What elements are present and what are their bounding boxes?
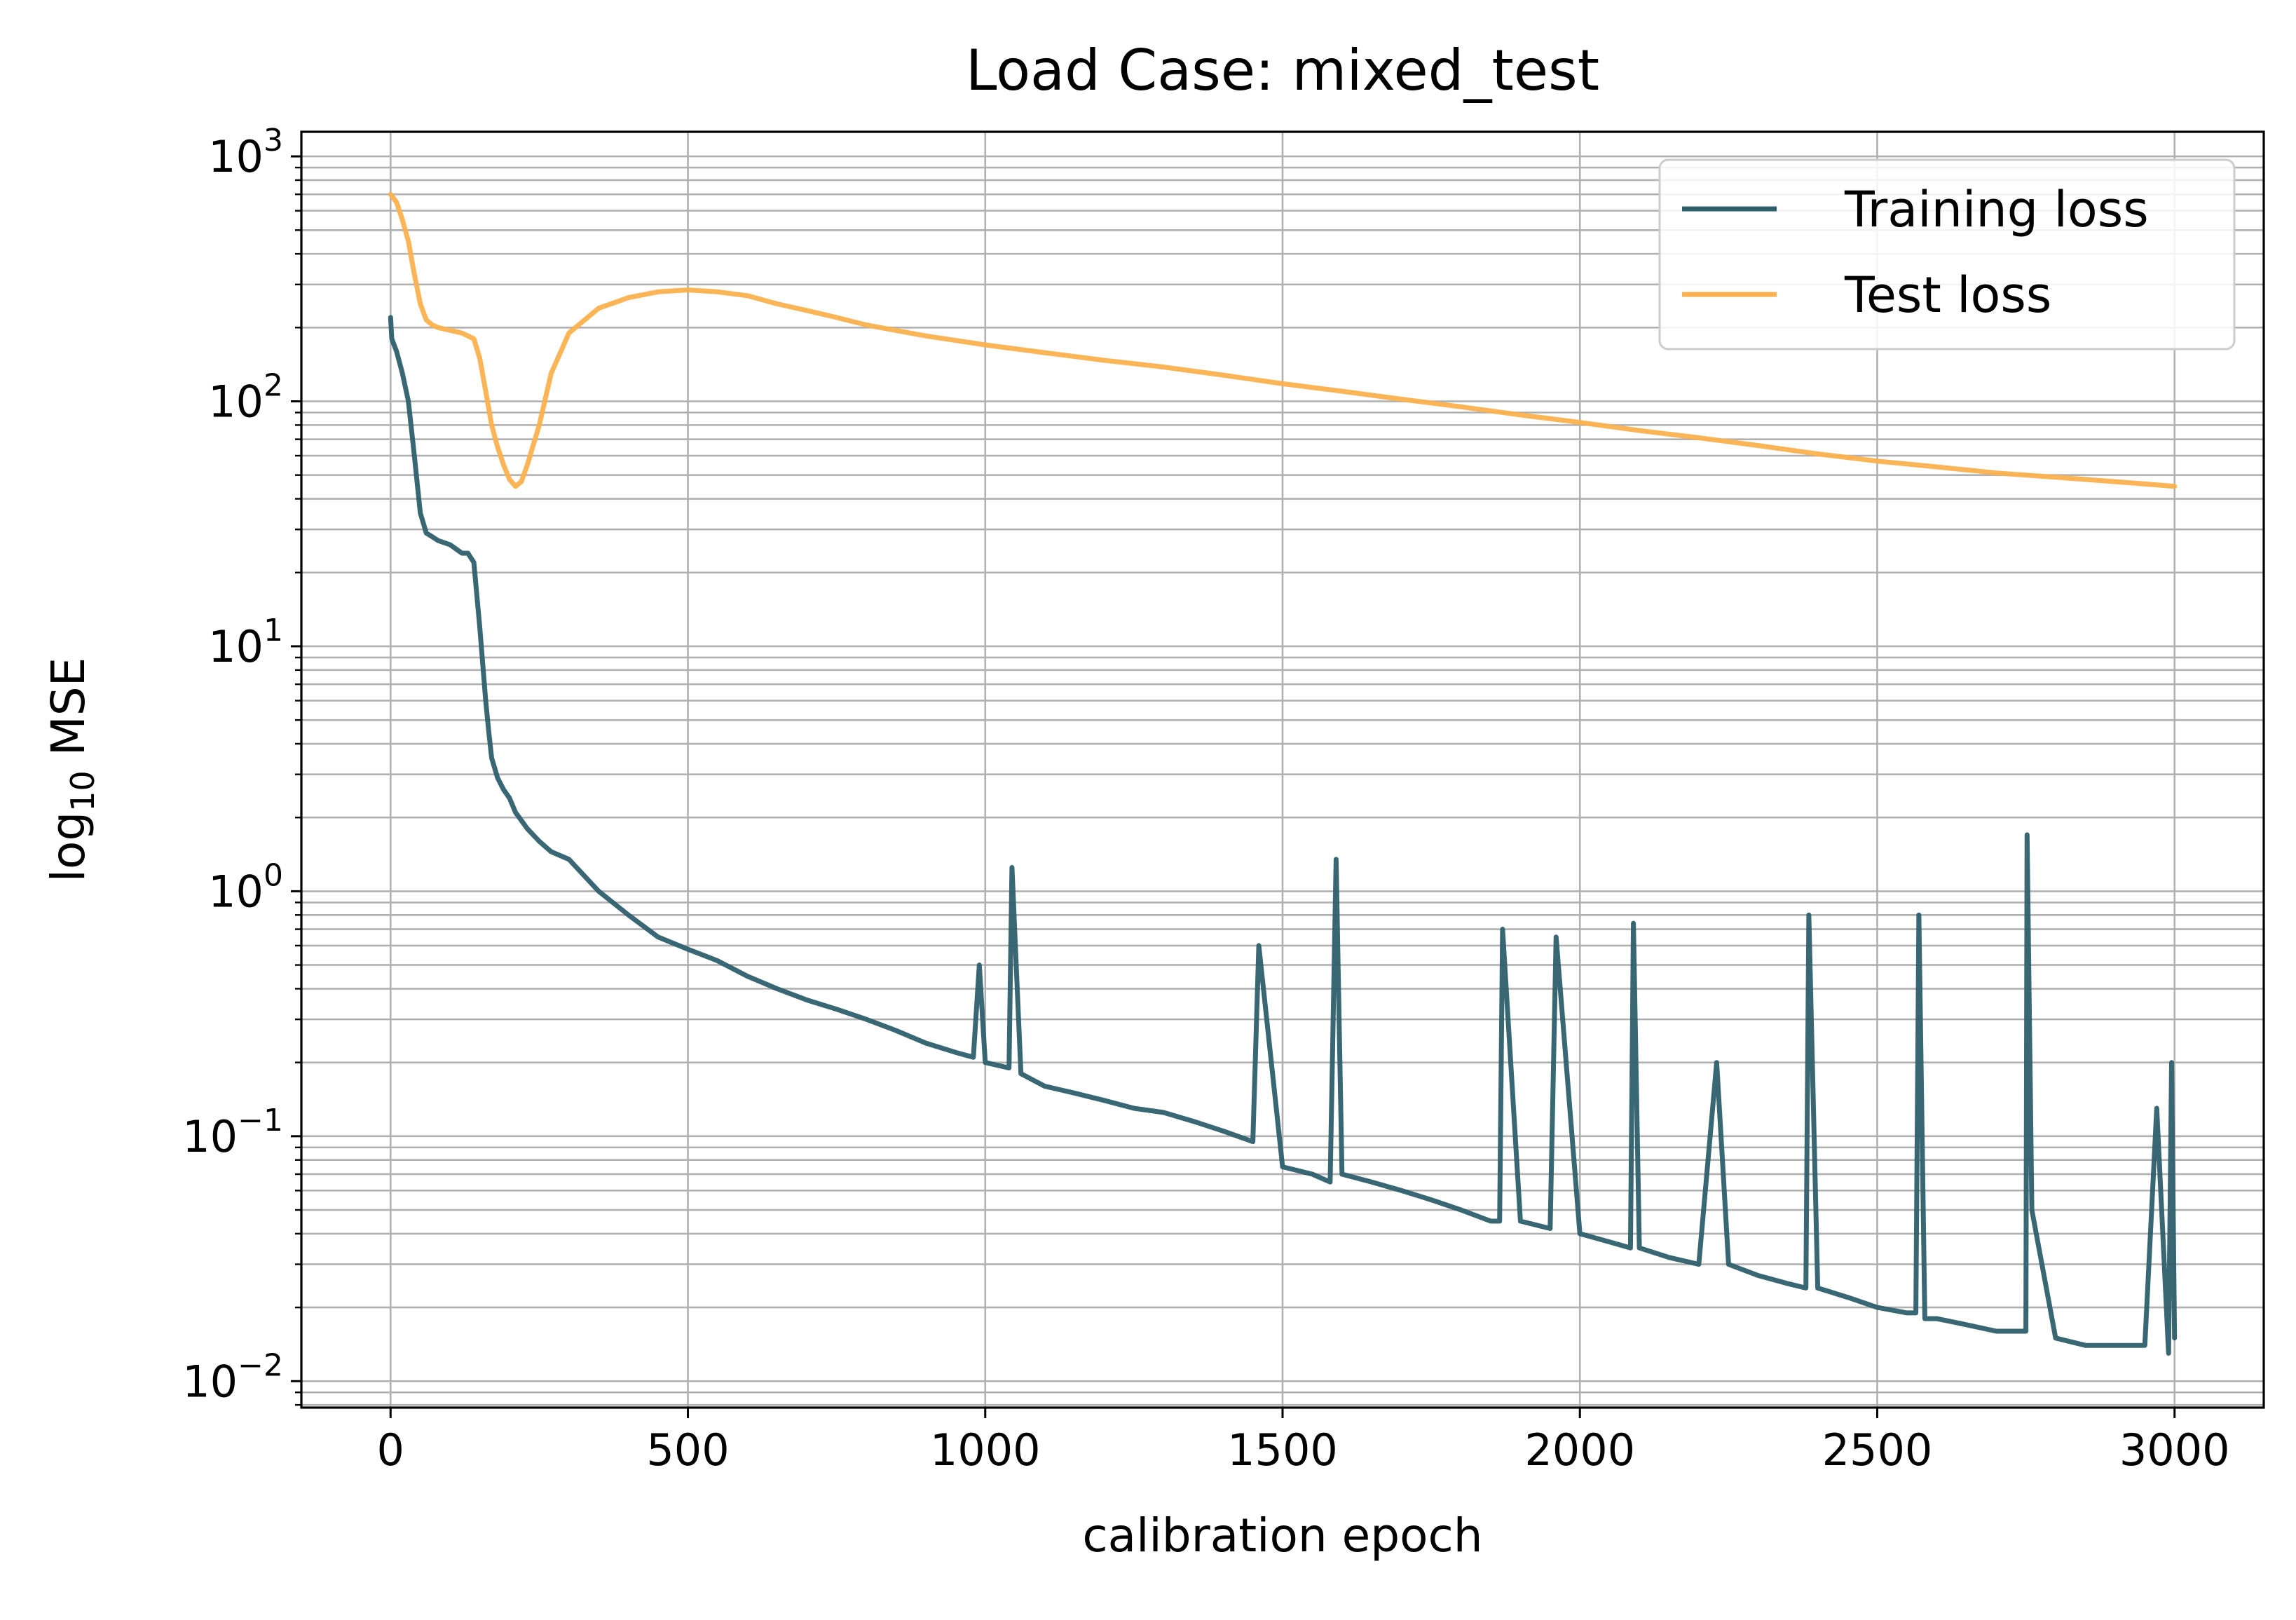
y-tick-label-exponent: 3: [264, 123, 283, 158]
y-axis-label-subscript: 10: [64, 770, 102, 812]
y-tick-label-base: 10: [208, 621, 264, 672]
y-tick-label-exponent: 1: [264, 613, 283, 648]
y-tick-label: 103: [208, 123, 283, 182]
series-lines: [388, 191, 2178, 1356]
y-tick-label-base: 10: [182, 1111, 238, 1162]
major-gridlines: [301, 132, 2264, 1408]
y-tick-label-base: 10: [208, 131, 264, 182]
y-tick-label-exponent: −1: [238, 1103, 283, 1138]
y-axis-label: log10 MSE: [41, 658, 102, 883]
y-tick-label-exponent: 2: [264, 368, 283, 404]
legend-label-test: Test loss: [1844, 266, 2051, 324]
chart-title: Load Case: mixed_test: [966, 38, 1599, 103]
y-tick-label: 10−2: [182, 1347, 283, 1407]
y-tick-label: 102: [208, 368, 283, 428]
legend-box: [1658, 158, 2236, 350]
y-tick-label-exponent: 0: [264, 857, 283, 893]
y-axis-label-rest: MSE: [41, 658, 95, 771]
y-tick-label-base: 10: [182, 1356, 238, 1407]
x-tick-label: 1000: [930, 1424, 1041, 1476]
test-loss-line: [388, 191, 2178, 489]
y-tick-label: 101: [208, 613, 283, 672]
legend: Training loss Test loss: [1658, 158, 2236, 350]
legend-label-training: Training loss: [1844, 181, 2149, 238]
x-tick-label: 1500: [1227, 1424, 1338, 1476]
x-axis-label: calibration epoch: [1082, 1509, 1482, 1563]
y-tick-label-base: 10: [208, 376, 264, 428]
training-loss-line: [388, 315, 2178, 1356]
x-tick-label: 2000: [1524, 1424, 1635, 1476]
y-tick-label-base: 10: [208, 866, 264, 917]
x-tick-label: 3000: [2119, 1424, 2230, 1476]
x-tick-label: 0: [377, 1424, 404, 1476]
x-axis-ticks: 0 500 1000 1500 2000 2500 3000: [377, 1408, 2230, 1476]
y-axis-label-base: log: [41, 812, 95, 883]
x-tick-label: 2500: [1822, 1424, 1933, 1476]
y-tick-label-exponent: −2: [238, 1347, 283, 1383]
y-tick-label: 10−1: [182, 1103, 283, 1162]
x-tick-label: 500: [646, 1424, 729, 1476]
y-tick-label: 100: [208, 857, 283, 917]
